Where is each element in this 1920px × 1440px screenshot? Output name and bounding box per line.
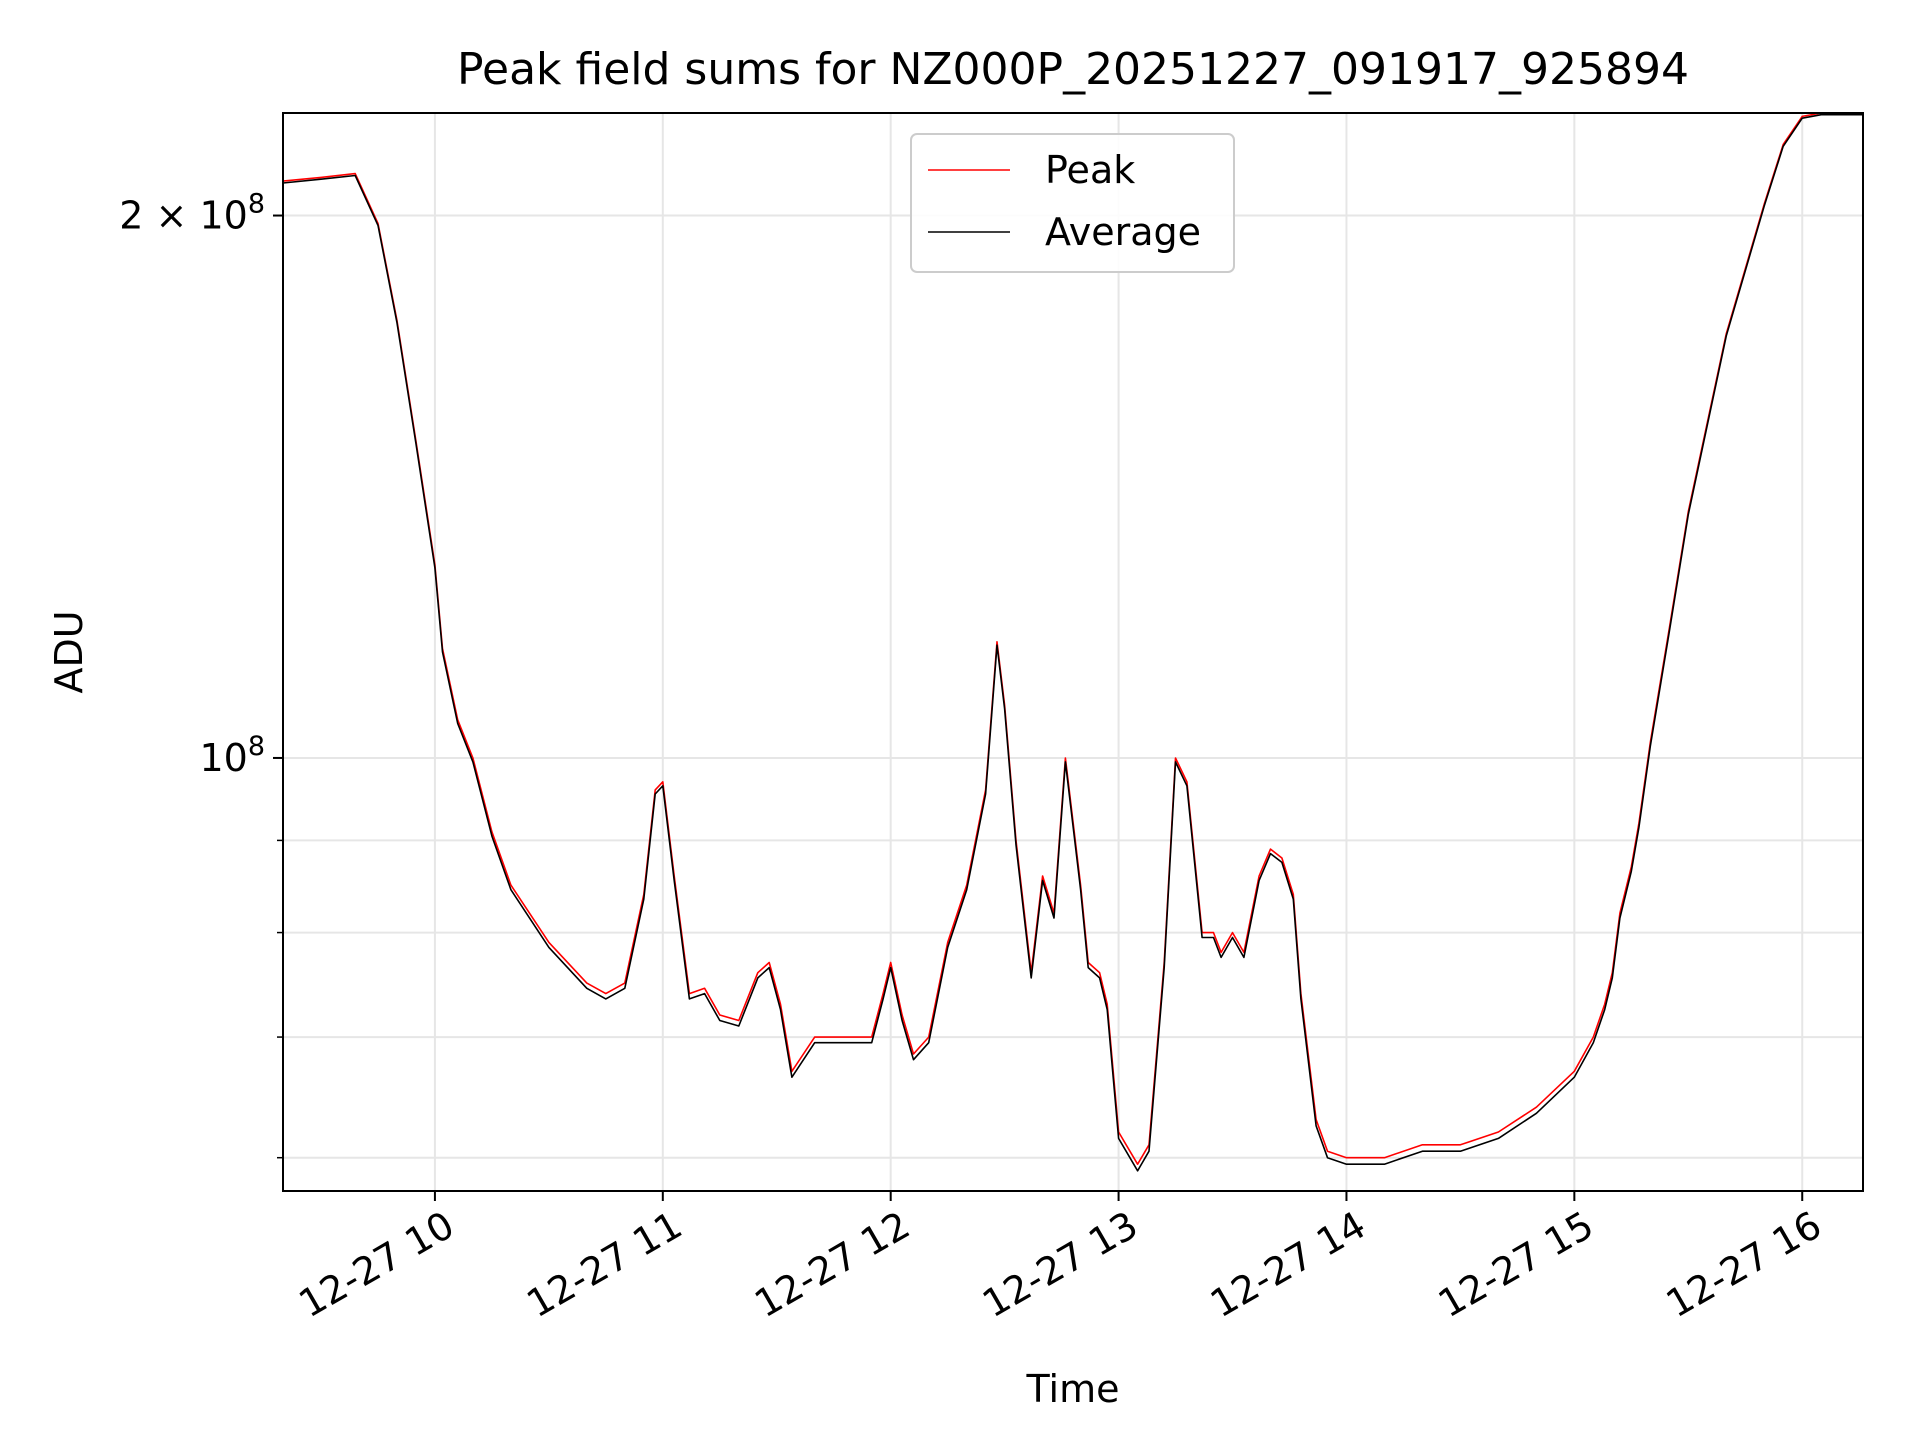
x-axis-label: Time <box>1026 1367 1120 1411</box>
y-tick-label: 2 × 108 <box>119 189 265 238</box>
series-line-average <box>282 113 1863 1172</box>
grid-lines <box>283 113 1863 1191</box>
y-axis-label: ADU <box>47 610 91 693</box>
legend: Peak Average <box>910 133 1235 273</box>
legend-frame <box>910 133 1235 273</box>
y-axis: 2 × 108 108 <box>119 189 283 1159</box>
series-layer <box>282 112 1863 1172</box>
plot-frame <box>282 112 1864 1192</box>
legend-label-average: Average <box>1045 210 1201 254</box>
chart-title: Peak field sums for NZ000P_20251227_0919… <box>457 44 1689 95</box>
legend-label-peak: Peak <box>1045 148 1135 192</box>
y-tick-label: 108 <box>199 731 265 780</box>
